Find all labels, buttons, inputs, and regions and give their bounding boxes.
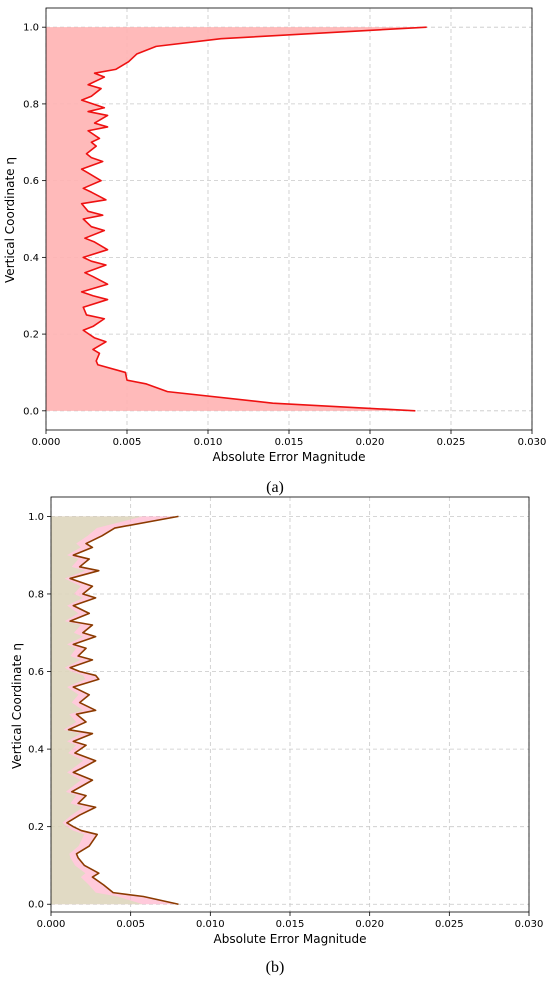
y-tick-label-a-3: 0.6 [23, 176, 39, 187]
y-axis-label-b: Vertical Coordinate η [10, 643, 24, 769]
x-tick-label-a-1: 0.005 [113, 437, 142, 448]
y-tick-label-b-1: 0.2 [28, 822, 44, 833]
x-tick-label-b-4: 0.020 [355, 919, 384, 930]
panel-label-a: (a) [266, 479, 284, 496]
x-tick-label-a-0: 0.000 [32, 437, 61, 448]
y-tick-label-b-0: 0.0 [28, 900, 44, 911]
x-tick-label-b-2: 0.010 [196, 919, 225, 930]
x-tick-label-b-3: 0.015 [276, 919, 305, 930]
y-tick-label-a-4: 0.8 [23, 99, 39, 110]
error-fill-area-a [46, 27, 427, 411]
chart-panel-a: 0.000 0.005 0.010 0.015 0.020 0.025 0.030 0.0 0.… [23, 7, 547, 448]
error-profile-line-a [80, 26, 427, 412]
x-axis-label-a: Absolute Error Magnitude [213, 450, 366, 464]
y-axis-label-a: Vertical Coordinate η [3, 157, 17, 283]
x-tick-label-b-5: 0.025 [435, 919, 464, 930]
error-fill-overlay-b [51, 516, 143, 905]
x-tick-label-b-6: 0.030 [515, 919, 544, 930]
x-tick-label-a-6: 0.030 [518, 437, 547, 448]
y-tick-label-b-5: 1.0 [28, 512, 44, 523]
x-tick-label-a-4: 0.020 [356, 437, 385, 448]
y-tick-label-a-0: 0.0 [23, 406, 39, 417]
y-tick-label-b-2: 0.4 [28, 745, 44, 756]
x-tick-label-a-3: 0.015 [275, 437, 304, 448]
y-tick-label-b-3: 0.6 [28, 667, 44, 678]
y-tick-label-a-5: 1.0 [23, 23, 39, 34]
x-tick-label-a-2: 0.010 [194, 437, 223, 448]
y-tick-label-a-2: 0.4 [23, 253, 39, 264]
panel-label-b: (b) [266, 959, 285, 976]
y-tick-label-a-1: 0.2 [23, 330, 39, 341]
x-tick-label-b-0: 0.000 [37, 919, 66, 930]
error-profile-line-b [66, 515, 179, 906]
chart-panel-b: 0.000 0.005 0.010 0.015 0.020 0.025 0.030 0.0 0.… [28, 496, 544, 930]
x-tick-label-b-1: 0.005 [116, 919, 145, 930]
x-axis-label-b: Absolute Error Magnitude [214, 932, 367, 946]
y-tick-label-b-4: 0.8 [28, 589, 44, 600]
x-tick-label-a-5: 0.025 [437, 437, 466, 448]
